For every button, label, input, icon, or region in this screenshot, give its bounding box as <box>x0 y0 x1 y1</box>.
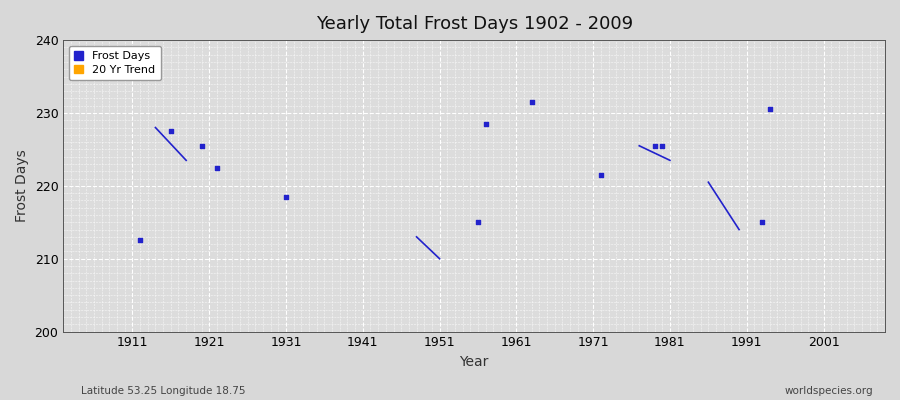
Point <box>279 194 293 200</box>
Point <box>594 172 608 178</box>
Point <box>647 142 662 149</box>
Point <box>194 142 209 149</box>
Title: Yearly Total Frost Days 1902 - 2009: Yearly Total Frost Days 1902 - 2009 <box>316 15 633 33</box>
Point <box>525 99 539 105</box>
Y-axis label: Frost Days: Frost Days <box>15 150 29 222</box>
Point <box>210 164 224 171</box>
Text: worldspecies.org: worldspecies.org <box>785 386 873 396</box>
Point <box>762 106 777 112</box>
Point <box>755 219 770 226</box>
X-axis label: Year: Year <box>460 355 489 369</box>
Point <box>479 121 493 127</box>
Point <box>471 219 485 226</box>
Point <box>655 142 670 149</box>
Point <box>164 128 178 134</box>
Text: Latitude 53.25 Longitude 18.75: Latitude 53.25 Longitude 18.75 <box>81 386 246 396</box>
Legend: Frost Days, 20 Yr Trend: Frost Days, 20 Yr Trend <box>68 46 161 80</box>
Point <box>133 237 148 244</box>
